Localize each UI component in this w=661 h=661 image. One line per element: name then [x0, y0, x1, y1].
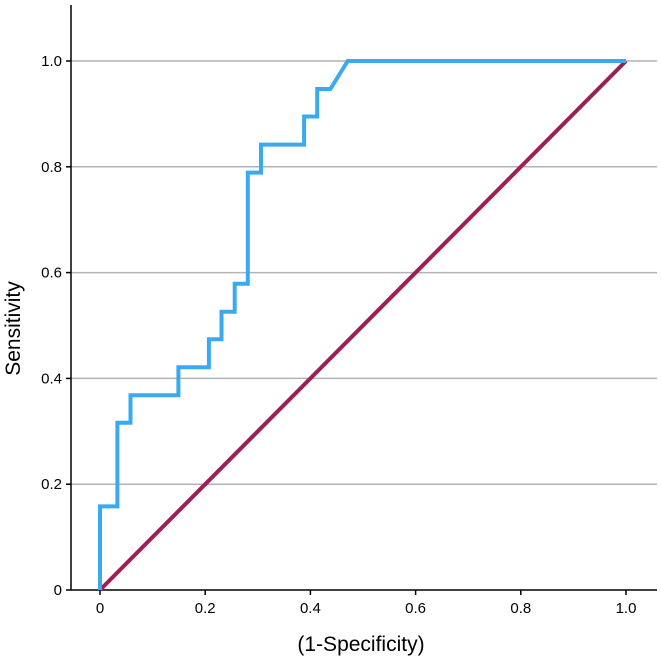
gridlines: [71, 60, 657, 485]
x-tick-label: 0.6: [405, 600, 426, 617]
axes: [66, 5, 657, 595]
y-axis-title: Sensitivity: [2, 281, 25, 376]
tick-labels: 0 0.2 0.4 0.6 0.8 1.0 0 0.2 0.4 0.6 0.8 1.0: [41, 53, 636, 617]
x-tick-label: 0: [96, 600, 104, 617]
x-axis-title: (1-Specificity): [297, 633, 424, 656]
y-tick-label: 0: [54, 582, 62, 599]
x-tick-label: 1.0: [616, 600, 637, 617]
y-tick-label: 0.8: [41, 159, 62, 176]
x-tick-label: 0.4: [300, 600, 321, 617]
x-tick-label: 0.2: [195, 600, 216, 617]
y-tick-label: 0.6: [41, 265, 62, 282]
y-tick-label: 0.4: [41, 370, 62, 387]
series-lines: [98, 59, 628, 592]
x-tick-label: 0.8: [510, 600, 531, 617]
reference-diagonal-line: [98, 59, 628, 592]
y-tick-label: 0.2: [41, 476, 62, 493]
roc-curve-line: [98, 59, 626, 590]
y-tick-label: 1.0: [41, 53, 62, 70]
